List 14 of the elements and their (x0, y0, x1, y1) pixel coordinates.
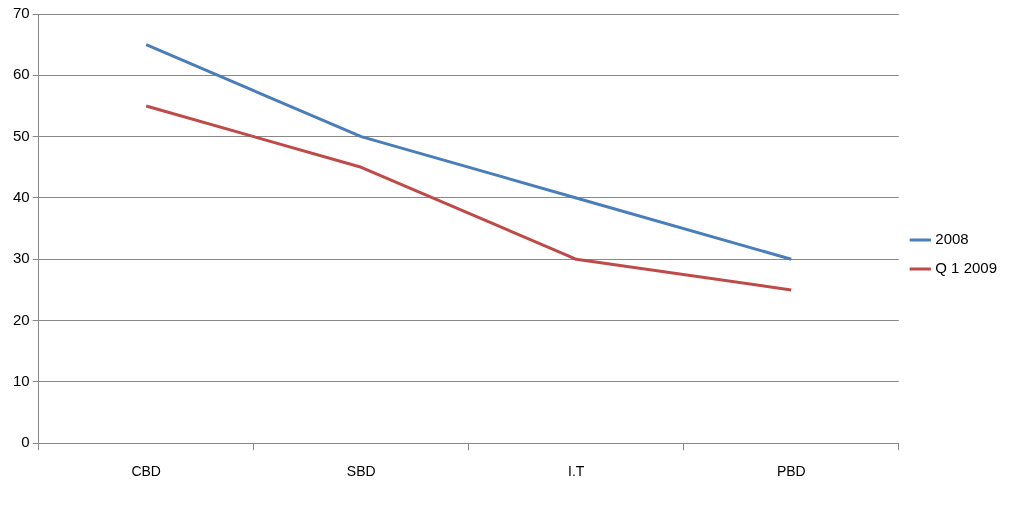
y-tick-label: 60 (13, 65, 30, 83)
x-tick-label: SBD (346, 463, 376, 480)
y-tick-label: 0 (21, 433, 30, 451)
x-tick-label: CBD (131, 463, 161, 480)
y-tick-label: 50 (13, 126, 30, 144)
x-tick-label: PBD (776, 463, 806, 480)
y-tick-label: 70 (13, 4, 30, 22)
y-tick-label: 20 (13, 310, 30, 328)
y-tick-label: 10 (13, 372, 30, 390)
x-tick-label: I.T (568, 463, 585, 480)
y-tick-label: 30 (13, 249, 30, 267)
y-tick-label: 40 (13, 188, 30, 206)
legend-label: Q 1 2009 (935, 259, 997, 277)
legend-label: 2008 (935, 230, 969, 248)
